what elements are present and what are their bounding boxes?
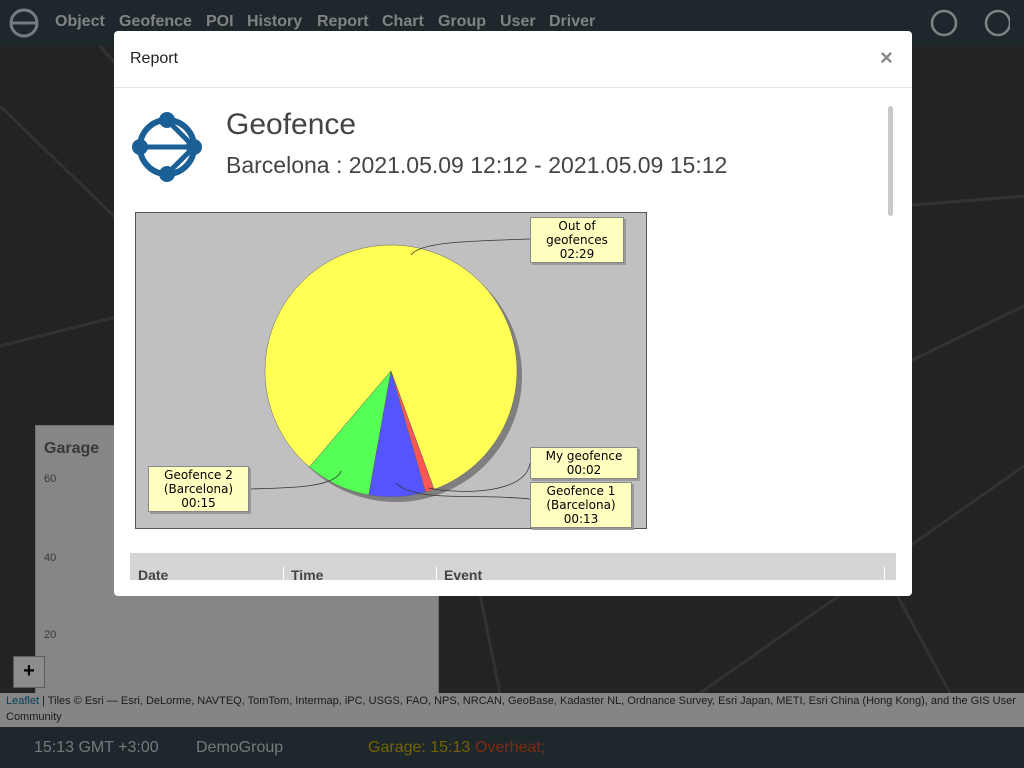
close-button[interactable]: × [880,45,893,70]
app-logo [9,8,39,38]
table-header: Date [138,567,284,580]
nav-icons[interactable] [930,9,1010,37]
status-time: 15:13 GMT +3:00 [34,739,159,756]
nav-item[interactable]: Chart [382,13,424,30]
pie-chart: Out of geofences 02:29 Geofence 2 (Barcel… [135,212,647,529]
attribution-text: | Tiles © Esri — Esri, DeLorme, NAVTEQ, … [6,695,1016,723]
y-tick-label: 60 [44,473,57,485]
status-bar: 15:13 GMT +3:00 DemoGroup Garage: 15:13 … [0,727,1024,768]
status-alert-event[interactable]: Overheat; [475,739,546,756]
pie-plot [248,238,531,502]
slice-label: Geofence 1 (Barcelona) 00:13 [530,482,632,528]
slice-value-label: 00:15 [181,496,216,510]
leader-line [427,462,531,492]
report-logo [132,112,202,182]
attribution: Leaflet | Tiles © Esri — Esri, DeLorme, … [0,693,1024,727]
report-title: Geofence [226,108,357,141]
table-header: Time [291,567,437,580]
slice-label: Out of geofences 02:29 [530,217,624,263]
report-subtitle: Barcelona : 2021.05.09 12:12 - 2021.05.0… [226,152,728,178]
slice-category: Geofence 2 (Barcelona) [163,468,234,496]
leader-line [410,238,531,256]
modal-body: Geofence Barcelona : 2021.05.09 12:12 - … [114,88,912,580]
nav-item[interactable]: Object [55,13,105,30]
slice-value-label: 02:29 [559,247,595,261]
nav-item[interactable]: Geofence [119,13,192,30]
slice-label: My geofence 00:02 [530,447,638,479]
slice-category: My geofence [545,449,623,463]
slice-value-label: 00:13 [563,512,599,526]
slice-value-label: 00:02 [566,463,602,477]
nav-item[interactable]: Report [317,13,369,30]
y-tick-label: 20 [44,629,57,641]
leader-line [248,470,342,490]
leader-line [395,482,531,500]
garage-title: Garage [44,440,100,457]
slice-label: Geofence 2 (Barcelona) 00:15 [148,466,249,512]
status-alert[interactable]: Garage: 15:13 [368,739,471,756]
status-group[interactable]: DemoGroup [196,739,284,756]
modal-header: Report × [114,31,912,88]
nav-item[interactable]: History [247,13,303,30]
nav-item[interactable]: POI [206,13,234,30]
nav-item[interactable]: Driver [549,13,596,30]
report-modal: Report × Geofence Barcelona : 2021.05.09… [114,31,912,596]
modal-title: Report [130,50,179,67]
scrollbar[interactable] [888,106,893,216]
zoom-in-button[interactable]: + [13,656,45,688]
slice-category: Geofence 1 (Barcelona) [546,484,616,512]
nav-item[interactable]: User [500,13,536,30]
report-table: Date Time Event [130,553,896,580]
nav-item[interactable]: Group [438,13,486,30]
table-header: Event [444,567,885,580]
pie-slice [264,244,518,490]
slice-category: Out of geofences [546,219,608,247]
y-tick-label: 40 [44,552,57,564]
attribution-link[interactable]: Leaflet [6,695,40,707]
